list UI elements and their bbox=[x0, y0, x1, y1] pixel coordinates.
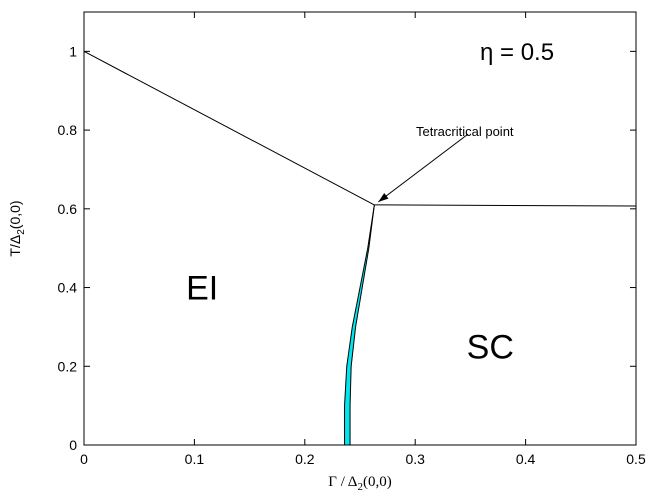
region-label-ei: EI bbox=[186, 270, 218, 308]
x-axis-label: Γ / Δ2(0,0) bbox=[328, 474, 391, 493]
y-tick-label: 0.6 bbox=[58, 201, 78, 217]
phase-boundary-line-0 bbox=[84, 51, 374, 205]
x-tick-label: 0 bbox=[80, 451, 88, 467]
plot-area: EI SC bbox=[84, 51, 636, 445]
x-tick-label: 0.3 bbox=[405, 451, 425, 467]
y-tick-label: 0.2 bbox=[58, 358, 78, 374]
y-axis-label-tail: (0,0) bbox=[7, 200, 23, 229]
annotation-arrowhead bbox=[378, 193, 388, 202]
axes-frame bbox=[84, 12, 636, 445]
x-tick-label: 0.1 bbox=[185, 451, 205, 467]
y-axis-label: T/Δ2(0,0) bbox=[7, 200, 27, 256]
region-label-sc: SC bbox=[467, 329, 514, 367]
y-axis-label-main: T/Δ bbox=[7, 235, 23, 257]
y-tick-label: 0.4 bbox=[58, 280, 78, 296]
annotation-arrow-line bbox=[378, 134, 468, 202]
x-tick-label: 0.5 bbox=[626, 451, 646, 467]
y-tick-label: 0 bbox=[69, 437, 77, 453]
phase-boundary-line-1 bbox=[374, 205, 636, 206]
x-tick-label: 0.4 bbox=[516, 451, 536, 467]
x-axis-label-main: Γ / Δ bbox=[328, 474, 358, 490]
y-tick-label: 1 bbox=[69, 43, 77, 59]
y-tick-label: 0.8 bbox=[58, 122, 78, 138]
x-axis-label-tail: (0,0) bbox=[363, 474, 392, 490]
tetracritical-point-annotation: Tetracritical point bbox=[416, 124, 514, 139]
labels: η = 0.5 Tetracritical point Γ / Δ2(0,0) … bbox=[7, 39, 554, 493]
x-tick-label: 0.2 bbox=[295, 451, 315, 467]
axes: 0 0.1 0.2 0.3 0.4 0.5 0 0.2 0.4 0.6 0.8 1 bbox=[58, 12, 646, 467]
eta-parameter-label: η = 0.5 bbox=[480, 39, 554, 66]
